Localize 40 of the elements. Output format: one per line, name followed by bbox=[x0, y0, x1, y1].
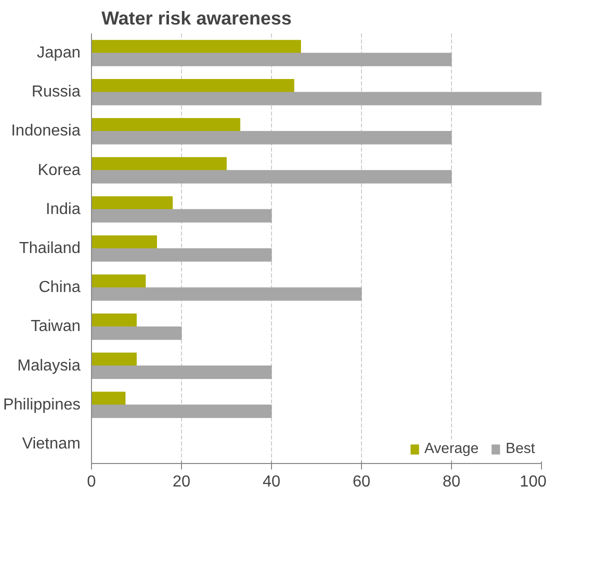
bar bbox=[92, 118, 240, 132]
bar bbox=[92, 274, 146, 288]
bar bbox=[92, 157, 227, 171]
legend-label: Best bbox=[506, 441, 535, 457]
y-tick-label: India bbox=[46, 200, 81, 218]
bar bbox=[92, 92, 542, 106]
legend-label: Average bbox=[424, 441, 479, 457]
x-tick-label: 20 bbox=[172, 474, 190, 490]
bar bbox=[92, 196, 173, 210]
bar bbox=[92, 40, 301, 54]
y-tick-label: Philippines bbox=[3, 396, 81, 414]
bar bbox=[92, 392, 126, 406]
chart-title: Water risk awareness bbox=[102, 8, 292, 28]
bar bbox=[92, 404, 272, 418]
bar bbox=[92, 78, 294, 92]
y-tick-label: Korea bbox=[38, 162, 81, 179]
bar bbox=[92, 170, 452, 184]
bar bbox=[92, 130, 452, 144]
x-tick-label: 0 bbox=[87, 474, 96, 490]
bar bbox=[92, 209, 272, 223]
bar bbox=[92, 326, 182, 340]
y-tick-label: Japan bbox=[36, 44, 80, 62]
y-tick-label: Vietnam bbox=[22, 435, 80, 452]
x-tick-label: 60 bbox=[352, 474, 370, 490]
bar bbox=[92, 52, 452, 66]
bar bbox=[92, 352, 137, 366]
y-tick-label: Thailand bbox=[19, 240, 80, 257]
bar bbox=[92, 366, 272, 379]
bar bbox=[92, 287, 362, 301]
y-tick-label: China bbox=[38, 279, 81, 296]
bar bbox=[92, 235, 157, 249]
x-tick-label: 40 bbox=[262, 474, 280, 490]
bar bbox=[92, 248, 272, 262]
y-tick-label: Taiwan bbox=[30, 318, 81, 336]
y-tick-label: Malaysia bbox=[17, 357, 81, 374]
y-tick-label: Russia bbox=[32, 84, 81, 101]
y-tick-label: Indonesia bbox=[11, 122, 81, 140]
bar bbox=[92, 314, 137, 327]
x-tick-label: 100 bbox=[520, 474, 547, 490]
x-tick-label: 80 bbox=[442, 474, 460, 490]
